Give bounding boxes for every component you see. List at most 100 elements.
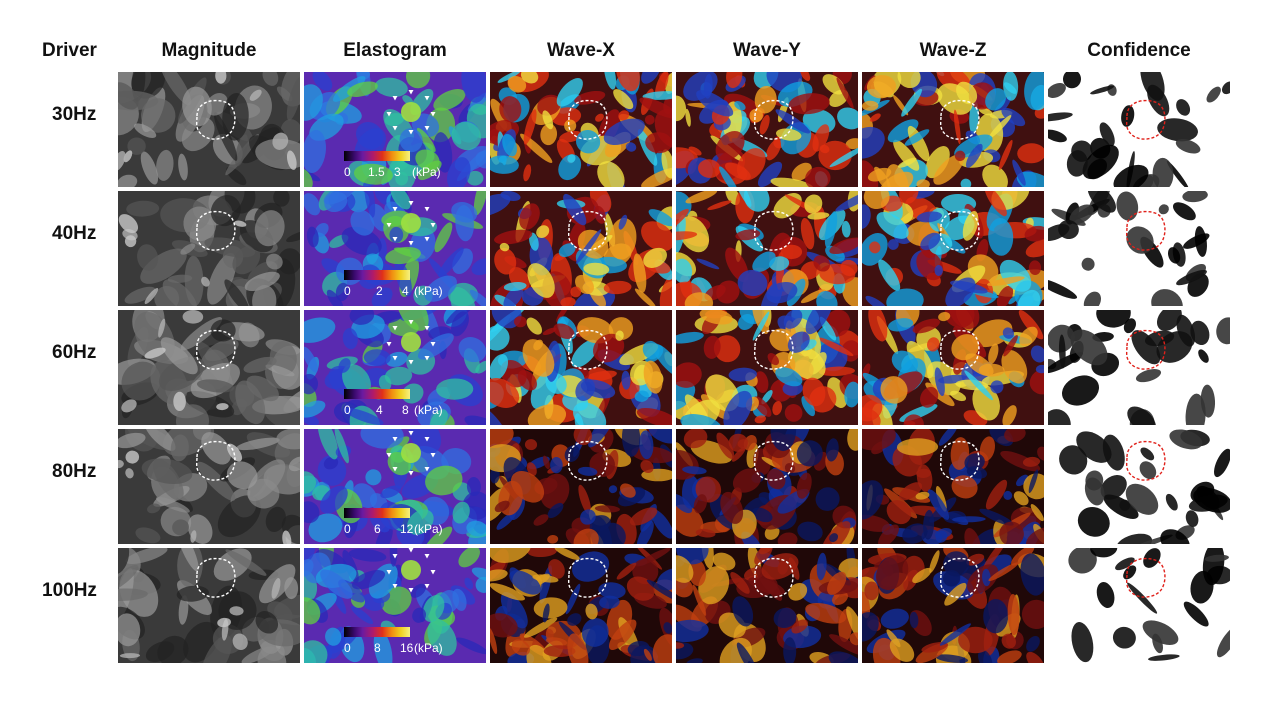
colorbar-tick-label: 4 — [376, 403, 383, 417]
arrow-marker-icon — [424, 356, 430, 361]
roi-outline — [753, 210, 794, 251]
elastogram-panel-60hz — [304, 310, 486, 425]
colorbar-gradient — [344, 270, 410, 280]
header-magnitude: Magnitude — [161, 40, 257, 61]
roi-outline — [195, 210, 236, 251]
arrow-marker-icon — [424, 207, 430, 212]
colorbar-gradient — [344, 151, 410, 161]
roi-outline — [1125, 210, 1166, 251]
elastogram-panel-30hz — [304, 72, 486, 187]
colorbar-tick-label: 4 — [402, 284, 409, 298]
roi-outline — [195, 99, 236, 140]
arrow-marker-icon — [430, 453, 436, 458]
elastogram-panel-40hz — [304, 191, 486, 306]
arrow-marker-icon — [392, 554, 398, 559]
roi-outline — [939, 329, 980, 370]
arrow-marker-icon — [424, 467, 430, 472]
arrow-marker-icon — [408, 471, 414, 476]
colorbar-tick-label: 0 — [344, 284, 351, 298]
elastogram-panel-80hz — [304, 429, 486, 544]
arrow-marker-icon — [392, 326, 398, 331]
colorbar-tick-label: 8 — [374, 641, 381, 655]
roi-outline — [567, 99, 608, 140]
magnitude-panel-100hz — [118, 548, 300, 663]
arrow-marker-icon — [424, 326, 430, 331]
roi-outline — [939, 99, 980, 140]
colorbar-80hz: 0 6 12 (kPa) — [344, 508, 443, 536]
arrow-marker-icon — [392, 237, 398, 242]
roi-outline — [1125, 329, 1166, 370]
roi-outline — [939, 557, 980, 598]
wave-z-panel-100hz — [862, 548, 1044, 663]
arrow-marker-icon — [424, 126, 430, 131]
colorbar-tick-label: 1.5 — [368, 165, 385, 179]
confidence-panel-60hz — [1048, 310, 1230, 425]
colorbar-tick-label: 0 — [344, 165, 351, 179]
header-wave-y: Wave-Y — [733, 40, 801, 61]
row-label-30hz: 30Hz — [52, 104, 97, 125]
elastogram-panel-100hz — [304, 548, 486, 663]
colorbar-unit: (kPa) — [414, 284, 443, 298]
colorbar-tick-label: 12 — [400, 522, 414, 536]
colorbar-tick-label: 6 — [374, 522, 381, 536]
colorbar-tick-label: 2 — [376, 284, 383, 298]
colorbar-tick-label: 0 — [344, 641, 351, 655]
arrow-marker-icon — [408, 548, 414, 553]
header-wave-z: Wave-Z — [919, 40, 987, 61]
arrow-marker-icon — [392, 356, 398, 361]
wave-x-panel-40hz — [490, 191, 672, 306]
wave-x-panel-30hz — [490, 72, 672, 187]
arrow-marker-icon — [408, 90, 414, 95]
magnitude-panel-30hz — [118, 72, 300, 187]
colorbar-gradient — [344, 508, 410, 518]
arrow-marker-icon — [386, 223, 392, 228]
roi-outline — [195, 329, 236, 370]
colorbar-gradient — [344, 627, 410, 637]
arrow-marker-icon — [408, 588, 414, 593]
roi-outline — [567, 329, 608, 370]
confidence-panel-80hz — [1048, 429, 1230, 544]
colorbar-tick-label: 3 — [394, 165, 401, 179]
row-label-60hz: 60Hz — [52, 342, 97, 363]
arrow-marker-icon — [424, 554, 430, 559]
roi-outline — [939, 440, 980, 481]
wave-y-panel-80hz — [676, 429, 858, 544]
arrow-marker-icon — [408, 241, 414, 246]
roi-outline — [1125, 557, 1166, 598]
colorbar-40hz: 0 2 4 (kPa) — [344, 270, 443, 298]
arrow-marker-icon — [424, 584, 430, 589]
arrow-marker-icon — [430, 570, 436, 575]
colorbar-tick-label: 0 — [344, 522, 351, 536]
wave-y-panel-30hz — [676, 72, 858, 187]
colorbar-tick-label: 16 — [400, 641, 414, 655]
wave-z-panel-30hz — [862, 72, 1044, 187]
roi-outline — [195, 440, 236, 481]
confidence-panel-30hz — [1048, 72, 1230, 187]
colorbar-unit: (kPa) — [412, 165, 441, 179]
arrow-marker-icon — [386, 570, 392, 575]
wave-y-panel-100hz — [676, 548, 858, 663]
arrow-marker-icon — [424, 96, 430, 101]
arrow-marker-icon — [408, 320, 414, 325]
colorbar-tick-label: 8 — [402, 403, 409, 417]
colorbar-30hz: 0 1.5 3 (kPa) — [344, 151, 441, 179]
wave-z-panel-60hz — [862, 310, 1044, 425]
colorbar-unit: (kPa) — [414, 641, 443, 655]
arrow-marker-icon — [430, 342, 436, 347]
arrow-marker-icon — [386, 112, 392, 117]
wave-x-panel-60hz — [490, 310, 672, 425]
row-label-100hz: 100Hz — [42, 580, 97, 601]
arrow-marker-icon — [392, 437, 398, 442]
row-label-80hz: 80Hz — [52, 461, 97, 482]
confidence-panel-100hz — [1048, 548, 1230, 663]
roi-outline — [195, 557, 236, 598]
arrow-marker-icon — [392, 207, 398, 212]
roi-outline — [753, 440, 794, 481]
arrow-marker-icon — [424, 237, 430, 242]
roi-outline — [939, 210, 980, 251]
arrow-marker-icon — [392, 584, 398, 589]
magnitude-panel-80hz — [118, 429, 300, 544]
row-label-40hz: 40Hz — [52, 223, 97, 244]
roi-outline — [753, 329, 794, 370]
wave-x-panel-80hz — [490, 429, 672, 544]
